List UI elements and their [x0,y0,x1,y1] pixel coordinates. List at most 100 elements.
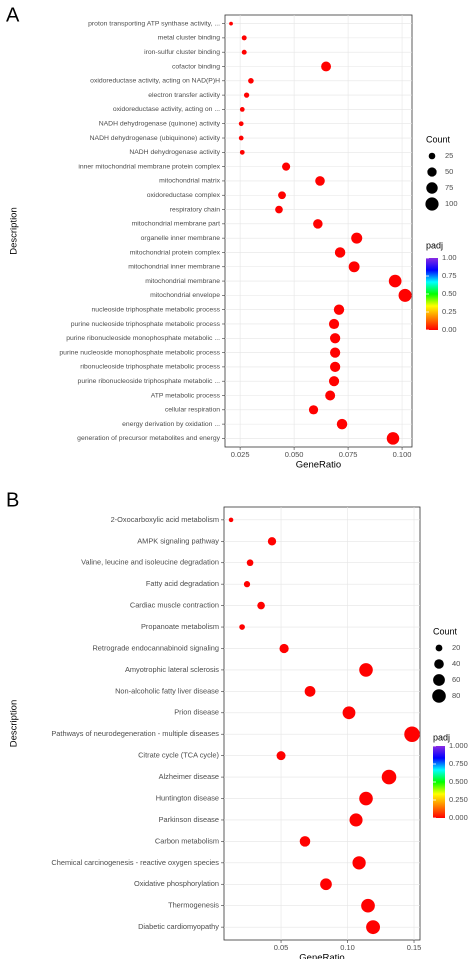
dot [243,581,251,588]
y-tick-label: NADH dehydrogenase (ubiquinone) activity [90,135,221,142]
dot [328,318,340,330]
y-tick-label: Pathways of neurodegeneration - multiple… [51,729,219,738]
x-tick-label: 0.025 [231,450,250,459]
x-tick-label: 0.15 [407,943,422,952]
dot [328,376,340,387]
y-tick-label: oxidoreductase complex [147,192,221,199]
y-tick-label: iron-sulfur cluster binding [144,49,220,56]
dot [404,726,420,742]
size-legend-dot [428,152,436,160]
y-tick-label: Propanoate metabolism [141,622,219,631]
dot [330,347,341,358]
dot [359,663,373,677]
y-tick-label: proton transporting ATP synthase activit… [88,20,220,27]
y-tick-label: purine nucleoside monophosphate metaboli… [59,349,220,356]
y-tick-label: oxidoreductase activity, acting on NAD(P… [90,78,220,85]
dot [248,78,254,84]
y-tick-label: purine ribonucleoside triphosphate metab… [78,378,221,385]
size-legend-label: 80 [452,691,460,700]
dot [325,390,336,401]
colorbar-label: 0.25 [442,307,457,316]
y-tick-label: NADH dehydrogenase activity [129,149,220,156]
y-tick-label: mitochondrial envelope [150,292,220,299]
size-legend-title: Count [433,626,458,636]
y-tick-label: Prion disease [174,708,219,717]
colorbar-label: 0.500 [449,777,468,786]
y-tick-label: 2-Oxocarboxylic acid metabolism [111,515,219,524]
y-tick-label: cofactor binding [172,63,220,70]
y-tick-label: mitochondrial protein complex [130,249,221,256]
dot [313,219,323,229]
dot [320,878,332,891]
y-tick-label: Parkinson disease [159,815,219,824]
dot [304,685,316,697]
dot [348,261,360,273]
size-legend-dot [434,659,444,669]
y-tick-label: mitochondrial membrane part [132,221,221,228]
y-tick-label: Fatty acid degradation [146,579,219,588]
colorbar-label: 1.000 [449,741,468,750]
dot [361,898,375,913]
dot [282,162,291,171]
color-legend-title: padj [433,732,450,742]
size-legend-dot [427,167,437,177]
y-tick-label: Valine, leucine and isoleucine degradati… [81,558,219,567]
y-tick-label: nucleoside triphosphate metabolic proces… [92,306,221,313]
colorbar-label: 0.75 [442,271,457,280]
dot [330,361,341,373]
y-tick-label: Diabetic cardiomyopathy [138,922,219,931]
y-tick-label: Non-alcoholic fatty liver disease [115,686,219,695]
size-legend-label: 40 [452,659,460,668]
dot [336,418,348,430]
dot [334,247,346,258]
y-tick-label: Carbon metabolism [155,836,219,845]
x-tick-label: 0.050 [285,450,304,459]
dot [351,232,363,244]
y-tick-label: mitochondrial matrix [159,178,220,185]
size-legend-title: Count [426,134,451,144]
y-axis-title: Description [9,207,20,255]
y-tick-label: inner mitochondrial membrane protein com… [78,163,220,170]
dot [241,35,247,41]
dot [366,920,380,935]
x-axis-title: GeneRatio [296,460,341,471]
y-tick-label: mitochondrial membrane [145,278,220,285]
y-tick-label: metal cluster binding [158,35,221,42]
y-tick-label: generation of precursor metabolites and … [77,435,220,442]
dot [308,405,319,415]
colorbar-label: 1.00 [442,253,457,262]
dot [386,432,400,445]
y-tick-label: Chemical carcinogenesis - reactive oxyge… [51,858,219,867]
y-tick-label: Oxidative phosphorylation [134,879,219,888]
y-tick-label: Alzheimer disease [159,772,219,781]
dot [381,769,397,785]
dot [229,21,233,26]
size-legend-dot [432,689,446,703]
dot [243,92,250,98]
panel-label: A [6,4,20,26]
colorbar-label: 0.000 [449,813,468,822]
size-legend-label: 100 [445,199,458,208]
dot [239,149,245,155]
dot [342,706,356,720]
dot [330,333,341,344]
x-tick-label: 0.100 [393,450,412,459]
dot [398,288,412,302]
size-legend-dot [435,644,443,652]
dot [257,601,265,610]
dot [321,61,331,72]
size-legend-label: 60 [452,675,460,684]
dot [228,517,234,523]
dot [279,643,289,654]
y-tick-label: Retrograde endocannabinoid signaling [92,643,219,652]
plot-background [224,14,413,448]
dot [267,537,277,546]
y-tick-label: ribonucleoside triphosphate metabolic pr… [80,364,220,371]
y-tick-label: AMPK signaling pathway [137,536,219,545]
dot [315,176,325,186]
y-tick-label: energy derivation by oxidation ... [122,421,220,428]
y-axis-title: Description [9,700,20,748]
y-tick-label: purine ribonucleoside monophosphate meta… [66,335,220,342]
dot [299,836,311,847]
